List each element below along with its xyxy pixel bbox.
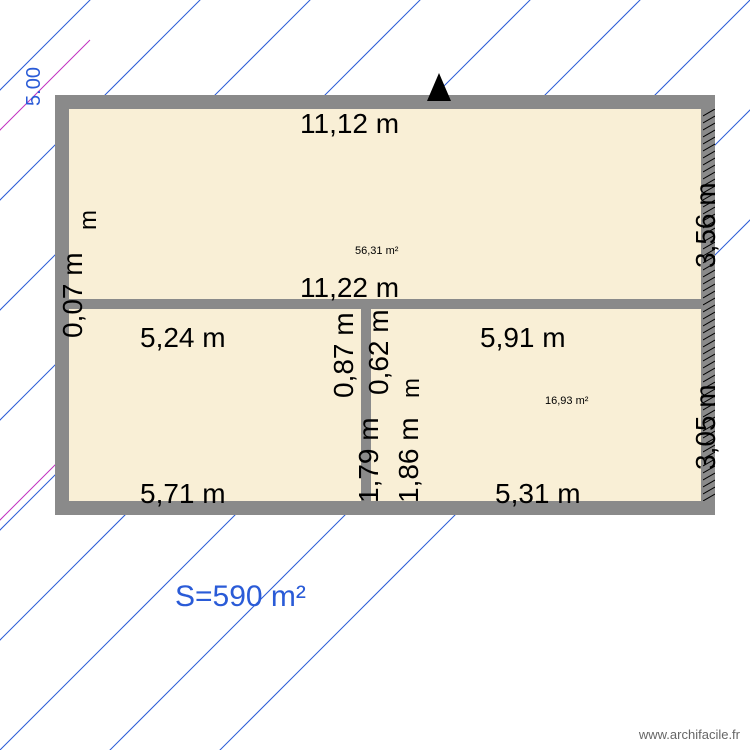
north-arrow-icon [427, 73, 451, 101]
floorplan-canvas: 5.00 S=590 m² 56,31 m² 16,93 m² 11,12 m 11,… [0, 0, 750, 750]
survey-text: S=590 m² [175, 580, 306, 614]
dimension-label: 3,56 m [690, 182, 722, 268]
survey-text: 5.00 [23, 67, 46, 106]
dimension-label: 11,22 m [300, 272, 399, 304]
dimension-label: 11,12 m [300, 108, 399, 140]
dimension-label: m [75, 210, 103, 230]
dimension-label: 1,86 m [393, 417, 425, 503]
room-area-label: 56,31 m² [355, 245, 398, 257]
dimension-label: 1,79 m [353, 417, 385, 503]
dimension-label: 5,71 m [140, 478, 226, 510]
watermark: www.archifacile.fr [639, 727, 740, 742]
building-plan: 56,31 m² 16,93 m² [55, 95, 715, 515]
room-area-label: 16,93 m² [545, 395, 588, 407]
dimension-label: 5,91 m [480, 322, 566, 354]
dimension-label: m [398, 378, 426, 398]
dimension-label: 5,24 m [140, 322, 226, 354]
dimension-label: 0,87 m [328, 312, 360, 398]
dimension-label: 3,05 m [690, 384, 722, 470]
dimension-label: 0,62 m [363, 309, 395, 395]
dimension-label: 0,07 m [57, 252, 89, 338]
dimension-label: 5,31 m [495, 478, 581, 510]
